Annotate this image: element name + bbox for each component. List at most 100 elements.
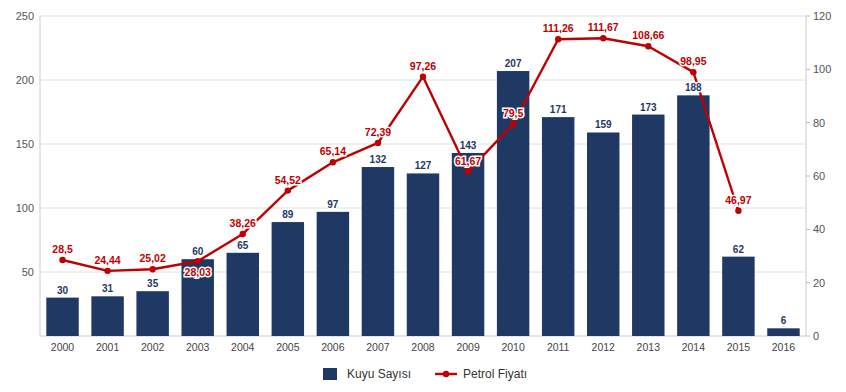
bar — [272, 222, 304, 336]
bar-label: 97 — [327, 199, 339, 210]
y-tick-label: 200 — [16, 74, 34, 86]
line-marker — [735, 208, 741, 214]
y2-tick — [806, 176, 810, 177]
bar — [407, 173, 439, 336]
x-tick-label: 2007 — [366, 341, 390, 353]
line-marker — [330, 159, 336, 165]
y2-tick-label: 60 — [813, 170, 825, 182]
line-marker — [59, 257, 65, 263]
bar — [362, 167, 394, 336]
line-label: 108,66 — [632, 29, 664, 41]
bar — [317, 212, 349, 336]
line-label: 97,26 — [410, 60, 436, 72]
y2-tick — [806, 336, 810, 337]
bar-label: 143 — [460, 140, 477, 151]
line-label: 46,97 — [725, 194, 751, 206]
bar — [767, 328, 799, 336]
y2-tick-label: 100 — [813, 63, 831, 75]
line-marker — [690, 69, 696, 75]
line-label: 65,14 — [320, 145, 346, 157]
x-tick-label: 2005 — [276, 341, 300, 353]
y2-tick — [806, 69, 810, 70]
line-marker — [195, 258, 201, 264]
bar-label: 30 — [57, 285, 69, 296]
line-marker — [149, 266, 155, 272]
line — [63, 38, 739, 271]
bar — [227, 253, 259, 336]
line-marker — [104, 268, 110, 274]
x-tick-label: 2009 — [456, 341, 480, 353]
x-tick-label: 2003 — [186, 341, 210, 353]
y-axis-line — [40, 16, 41, 336]
bar-label: 159 — [595, 119, 612, 130]
bar-label: 132 — [370, 154, 387, 165]
x-tick-label: 2008 — [411, 341, 435, 353]
x-tick-label: 2004 — [231, 341, 255, 353]
legend-item: Petrol Fiyatı — [435, 367, 527, 381]
line-label: 111,67 — [588, 21, 619, 33]
line-marker — [375, 140, 381, 146]
x-tick-label: 2016 — [772, 341, 796, 353]
bar — [497, 71, 529, 336]
chart: 5010015020025002040608010012020002001200… — [0, 0, 846, 392]
line-marker — [555, 36, 561, 42]
x-tick-label: 2010 — [501, 341, 525, 353]
line-label: 25,02 — [140, 252, 166, 264]
bar — [136, 291, 168, 336]
bar — [542, 117, 574, 336]
y2-tick-label: 120 — [813, 10, 831, 22]
x-tick-label: 2000 — [51, 341, 75, 353]
x-tick-label: 2013 — [637, 341, 661, 353]
y2-tick-label: 20 — [813, 277, 825, 289]
x-tick-label: 2002 — [141, 341, 165, 353]
line-marker — [645, 43, 651, 49]
bar-label: 60 — [192, 246, 204, 257]
y2-axis-line — [806, 16, 807, 336]
x-tick-label: 2011 — [547, 341, 570, 353]
bar — [91, 296, 123, 336]
line-marker — [240, 231, 246, 237]
legend: Kuyu Sayısı Petrol Fiyatı — [323, 367, 527, 381]
line-label: 28,03 — [185, 266, 211, 278]
bar-label: 171 — [550, 104, 567, 115]
bar-label: 188 — [685, 82, 702, 93]
legend-label: Kuyu Sayısı — [347, 367, 411, 381]
bar-label: 65 — [237, 240, 249, 251]
bar — [452, 153, 484, 336]
line-label: 111,26 — [543, 22, 574, 34]
line-marker — [420, 73, 426, 79]
grid-line — [40, 16, 806, 17]
legend-item: Kuyu Sayısı — [323, 367, 411, 381]
bar — [632, 115, 664, 336]
bar — [677, 95, 709, 336]
line-marker — [600, 35, 606, 41]
bar — [181, 259, 213, 336]
bar-label: 6 — [781, 315, 787, 326]
bar — [722, 257, 754, 336]
bar-label: 31 — [102, 283, 114, 294]
line-label: 28,5 — [52, 243, 73, 255]
line-label: 79,5 — [503, 107, 524, 119]
line-label: 98,95 — [680, 55, 706, 67]
x-tick-label: 2014 — [682, 341, 706, 353]
legend-swatch — [443, 371, 449, 377]
y2-tick-label: 80 — [813, 117, 825, 129]
bar-label: 35 — [147, 278, 159, 289]
bar-label: 62 — [733, 244, 745, 255]
bar — [587, 132, 619, 336]
line-label: 61,67 — [455, 155, 481, 167]
y-tick-label: 50 — [22, 266, 34, 278]
x-tick-label: 2006 — [321, 341, 345, 353]
line-label: 38,26 — [230, 217, 256, 229]
bar — [46, 298, 78, 336]
x-tick-label: 2001 — [96, 341, 120, 353]
y2-tick — [806, 16, 810, 17]
y2-tick-label: 0 — [813, 330, 819, 342]
line-marker — [465, 168, 471, 174]
x-tick-label: 2012 — [592, 341, 616, 353]
axes: 5010015020025002040608010012020002001200… — [16, 10, 832, 353]
plot-area — [46, 35, 799, 336]
bar-label: 127 — [415, 160, 432, 171]
bar-label: 89 — [282, 209, 294, 220]
bar-label: 207 — [505, 58, 522, 69]
